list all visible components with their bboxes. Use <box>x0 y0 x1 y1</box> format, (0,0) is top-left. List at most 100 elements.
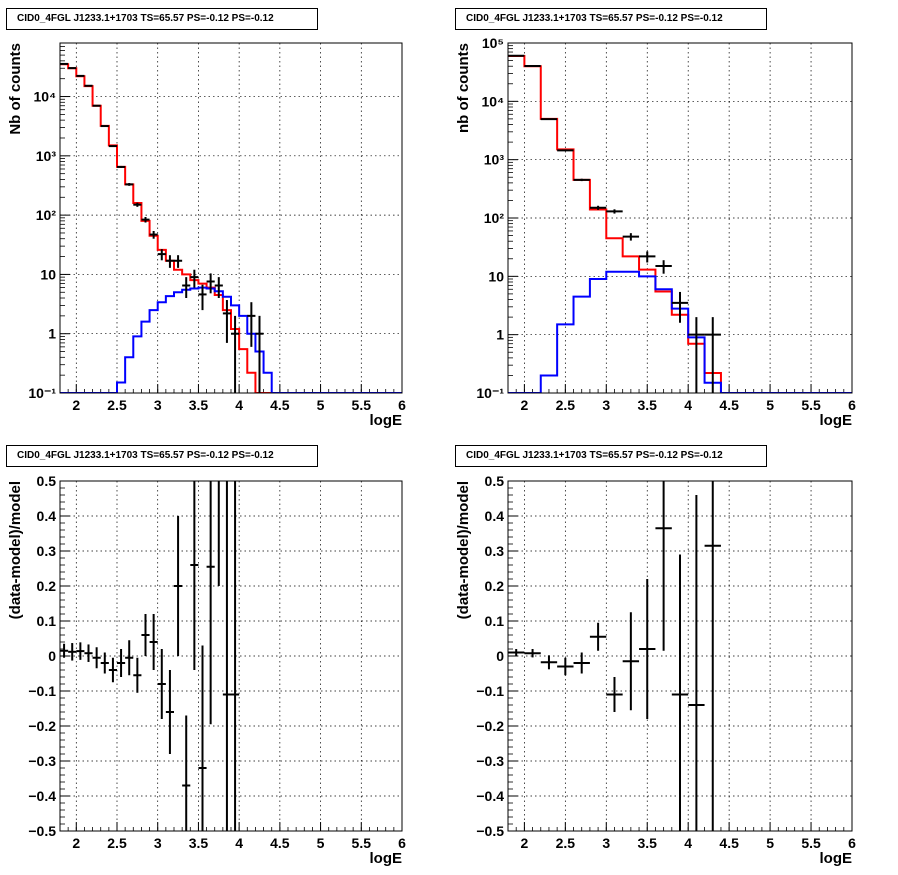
y-tick-label: 10⁴ <box>482 93 505 109</box>
x-tick-label: 2.5 <box>107 397 127 413</box>
y-tick-label: 10 <box>40 266 56 282</box>
x-tick-label: 5.5 <box>352 835 372 851</box>
y-tick-label: 10⁴ <box>34 89 57 105</box>
y-tick-label: −0.2 <box>28 718 56 734</box>
y-tick-label: 10² <box>36 207 57 223</box>
y-tick-label: 0 <box>496 648 504 664</box>
plot-area <box>508 54 852 393</box>
y-axis-label: Nb of counts <box>7 43 24 135</box>
x-tick-label: 3.5 <box>189 397 209 413</box>
y-axis-label: (data-model)/model <box>455 481 472 619</box>
y-tick-label: 0.3 <box>485 543 505 559</box>
x-axis-label: logE <box>820 850 853 867</box>
y-tick-label: −0.5 <box>476 823 504 839</box>
y-tick-label: −0.3 <box>476 753 504 769</box>
y-tick-label: 0.2 <box>485 578 505 594</box>
model-step-line <box>60 63 402 393</box>
y-tick-label: 10³ <box>36 148 57 164</box>
x-tick-label: 2.5 <box>556 397 576 413</box>
plot-frame <box>507 42 853 394</box>
x-tick-label: 6 <box>398 397 406 413</box>
x-tick-label: 2 <box>72 835 80 851</box>
y-tick-label: 10³ <box>484 152 505 168</box>
x-axis-label: logE <box>370 412 403 429</box>
y-tick-label: 10⁻¹ <box>476 385 504 401</box>
y-tick-label: 10⁵ <box>482 35 504 51</box>
x-tick-label: 4.5 <box>270 835 290 851</box>
panel-title-top-left: CID0_4FGL J1233.1+1703 TS=65.57 PS=-0.12… <box>6 8 318 30</box>
plot-frame <box>59 480 403 832</box>
x-tick-label: 4 <box>684 397 692 413</box>
x-tick-label: 2 <box>520 835 528 851</box>
y-tick-label: 0.4 <box>485 508 505 524</box>
y-tick-label: 10⁻¹ <box>28 385 56 401</box>
y-tick-label: −0.5 <box>28 823 56 839</box>
y-tick-label: 1 <box>48 326 56 342</box>
y-axis-label: (data-model)/model <box>7 481 24 619</box>
y-tick-label: 0.1 <box>485 613 505 629</box>
y-tick-label: −0.3 <box>28 753 56 769</box>
y-tick-label: −0.1 <box>476 683 504 699</box>
y-tick-label: 0.1 <box>37 613 57 629</box>
plot-area <box>60 62 402 393</box>
y-tick-label: 0.2 <box>37 578 57 594</box>
x-tick-label: 6 <box>398 835 406 851</box>
y-tick-label: −0.2 <box>476 718 504 734</box>
x-tick-label: 4 <box>235 397 243 413</box>
y-tick-label: 10 <box>488 268 504 284</box>
chart-panel-1: 2 2.5 3 3.5 4 4.5 5 5.5 6 10⁻¹ 1 10 10² 10³ 10⁴ 10⁵ logE… <box>455 35 856 429</box>
x-tick-label: 3 <box>602 397 610 413</box>
y-tick-label: −0.4 <box>28 788 56 804</box>
x-tick-label: 4 <box>235 835 243 851</box>
x-tick-label: 2 <box>520 397 528 413</box>
panel-title-bottom-right: CID0_4FGL J1233.1+1703 TS=65.57 PS=-0.12… <box>455 445 767 467</box>
x-tick-label: 5 <box>317 397 325 413</box>
x-tick-label: 3 <box>154 835 162 851</box>
x-tick-label: 3.5 <box>638 835 658 851</box>
x-tick-label: 5 <box>766 835 774 851</box>
x-tick-label: 4 <box>684 835 692 851</box>
chart-panel-2: 2 2.5 3 3.5 4 4.5 5 5.5 6 −0.5 −0.4 −0.3 −0.2 −0.1 0 0.… <box>7 473 406 867</box>
model-step-line <box>60 286 402 393</box>
y-tick-label: 0.5 <box>37 473 57 489</box>
y-tick-label: 10² <box>484 210 505 226</box>
x-tick-label: 3.5 <box>189 835 209 851</box>
x-tick-label: 4.5 <box>719 835 739 851</box>
y-tick-label: 1 <box>496 327 504 343</box>
plot-area <box>508 481 721 831</box>
plot-area <box>60 481 240 831</box>
model-step-line <box>508 54 852 393</box>
y-tick-label: 0.5 <box>485 473 505 489</box>
plot-frame <box>507 480 853 832</box>
x-tick-label: 2.5 <box>556 835 576 851</box>
plot-frame <box>59 42 403 394</box>
y-tick-label: −0.1 <box>28 683 56 699</box>
x-axis-label: logE <box>370 850 403 867</box>
chart-panel-3: 2 2.5 3 3.5 4 4.5 5 5.5 6 −0.5 −0.4 −0.3 −0.2 −0.1 0 0.… <box>455 473 856 867</box>
x-tick-label: 5 <box>766 397 774 413</box>
x-tick-label: 5 <box>317 835 325 851</box>
x-tick-label: 3 <box>154 397 162 413</box>
x-tick-label: 4.5 <box>719 397 739 413</box>
y-tick-label: 0.4 <box>37 508 57 524</box>
x-axis-label: logE <box>820 412 853 429</box>
x-tick-label: 2.5 <box>107 835 127 851</box>
model-step-line <box>508 270 852 393</box>
x-tick-label: 5.5 <box>801 835 821 851</box>
y-tick-label: 0.3 <box>37 543 57 559</box>
panel-title-bottom-left: CID0_4FGL J1233.1+1703 TS=65.57 PS=-0.12… <box>6 445 318 467</box>
x-tick-label: 5.5 <box>352 397 372 413</box>
y-tick-label: 0 <box>48 648 56 664</box>
panel-title-top-right: CID0_4FGL J1233.1+1703 TS=65.57 PS=-0.12… <box>455 8 767 30</box>
y-tick-label: −0.4 <box>476 788 504 804</box>
x-tick-label: 6 <box>848 835 856 851</box>
x-tick-label: 4.5 <box>270 397 290 413</box>
chart-panel-0: 2 2.5 3 3.5 4 4.5 5 5.5 6 10⁻¹ 1 10 10² 10³ 10⁴ logE Nb … <box>7 42 406 429</box>
x-tick-label: 3.5 <box>638 397 658 413</box>
x-tick-label: 2 <box>72 397 80 413</box>
y-axis-label: nb of counts <box>455 43 472 133</box>
x-tick-label: 3 <box>602 835 610 851</box>
x-tick-label: 6 <box>848 397 856 413</box>
x-tick-label: 5.5 <box>801 397 821 413</box>
